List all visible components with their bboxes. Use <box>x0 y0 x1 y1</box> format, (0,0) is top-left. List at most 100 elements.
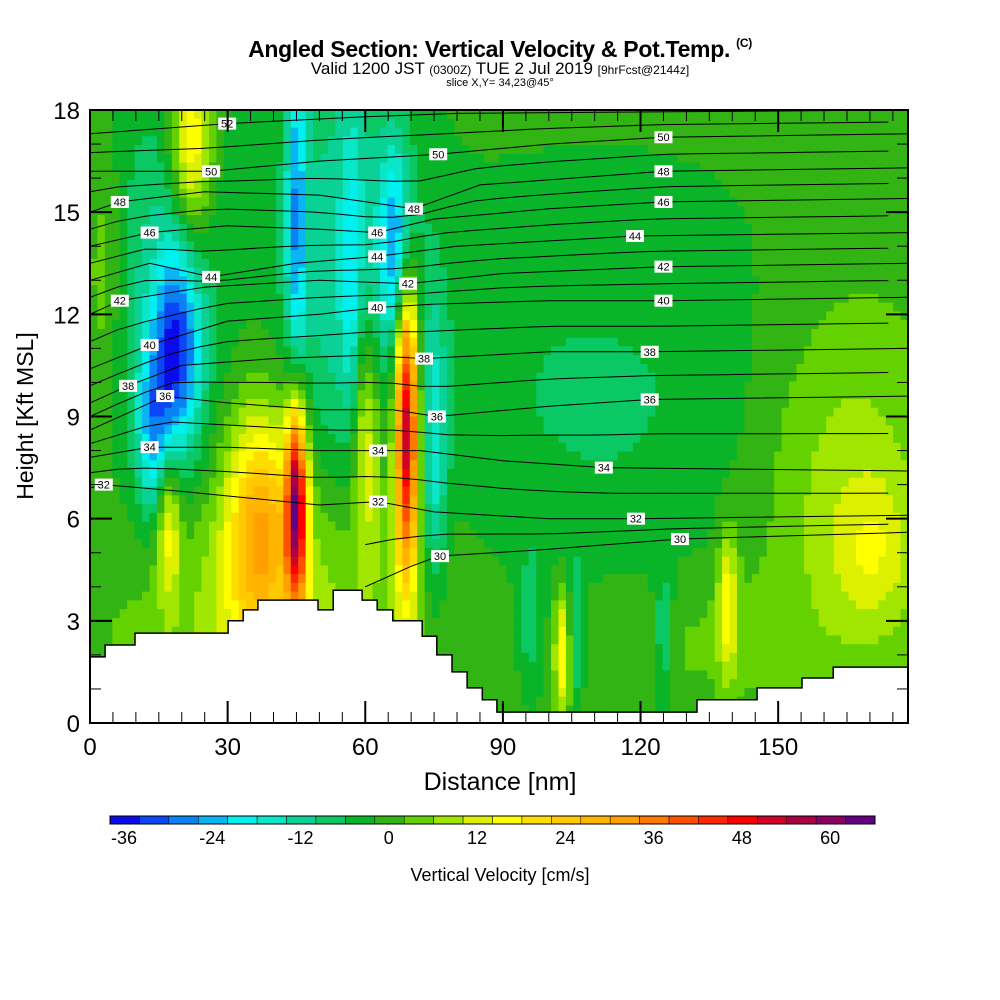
field-cell <box>833 145 842 155</box>
field-cell <box>424 495 433 505</box>
field-cell <box>833 442 842 453</box>
field-cell <box>640 258 649 269</box>
field-cell <box>171 363 180 374</box>
field-cell <box>870 372 879 383</box>
field-cell <box>640 285 649 295</box>
field-cell <box>380 311 389 321</box>
field-cell <box>684 425 693 435</box>
field-cell <box>789 477 798 488</box>
field-cell <box>506 337 515 348</box>
field-cell <box>521 180 530 190</box>
field-cell <box>298 302 307 313</box>
field-cell <box>394 486 403 496</box>
field-cell <box>536 328 545 339</box>
field-cell <box>855 328 864 339</box>
field-cell <box>744 197 753 207</box>
field-cell <box>588 328 597 339</box>
field-cell <box>357 162 366 172</box>
field-cell <box>275 276 284 286</box>
field-cell <box>372 180 381 190</box>
field-cell <box>268 504 277 514</box>
field-cell <box>744 363 753 374</box>
field-cell <box>885 311 894 321</box>
field-cell <box>261 267 270 277</box>
field-cell <box>729 442 738 453</box>
field-cell <box>774 311 783 321</box>
field-cell <box>647 276 656 286</box>
field-cell <box>275 346 284 356</box>
field-cell <box>469 162 478 172</box>
field-cell <box>439 162 448 172</box>
field-cell <box>707 390 716 400</box>
field-cell <box>469 180 478 190</box>
field-cell <box>275 223 284 234</box>
field-cell <box>97 285 106 295</box>
field-cell <box>610 276 619 286</box>
field-cell <box>595 328 604 339</box>
field-cell <box>833 232 842 242</box>
vertical-velocity-field <box>90 110 909 724</box>
field-cell <box>432 180 441 190</box>
field-cell <box>736 337 745 348</box>
field-cell <box>558 162 567 172</box>
field-cell <box>313 232 322 242</box>
field-cell <box>223 407 232 418</box>
field-cell <box>855 311 864 321</box>
field-cell <box>736 346 745 356</box>
field-cell <box>97 127 106 137</box>
field-cell <box>476 197 485 207</box>
field-cell <box>803 337 812 348</box>
field-cell <box>580 127 589 137</box>
field-cell <box>491 416 500 426</box>
field-cell <box>469 110 478 120</box>
field-cell <box>543 267 552 277</box>
field-cell <box>208 110 218 120</box>
field-cell <box>625 337 634 348</box>
field-cell <box>647 285 656 295</box>
field-cell <box>223 425 232 435</box>
field-cell <box>595 381 604 391</box>
field-cell <box>164 276 173 286</box>
field-cell <box>774 477 783 488</box>
field-cell <box>372 460 381 470</box>
field-cell <box>164 469 173 479</box>
field-cell <box>476 110 485 120</box>
field-cell <box>781 442 790 453</box>
field-cell <box>231 232 240 242</box>
field-cell <box>818 372 827 383</box>
field-cell <box>432 460 441 470</box>
field-cell <box>432 398 441 409</box>
field-cell <box>320 145 329 155</box>
field-cell <box>439 363 448 374</box>
field-cell <box>171 197 180 207</box>
field-cell <box>759 425 768 435</box>
field-cell <box>208 153 218 164</box>
field-cell <box>208 346 218 356</box>
field-cell <box>424 311 433 321</box>
field-cell <box>305 127 314 137</box>
field-cell <box>632 416 641 426</box>
field-cell <box>142 302 151 313</box>
field-cell <box>104 355 113 365</box>
field-cell <box>350 276 359 286</box>
field-cell <box>320 337 329 348</box>
field-cell <box>789 232 798 242</box>
field-cell <box>870 241 879 251</box>
field-cell <box>142 293 151 304</box>
field-cell <box>216 171 225 181</box>
field-cell <box>484 153 493 164</box>
field-cell <box>208 355 218 365</box>
field-cell <box>402 337 411 348</box>
field-cell <box>603 197 612 207</box>
field-cell <box>677 477 686 488</box>
field-cell <box>320 136 329 146</box>
field-cell <box>484 363 493 374</box>
field-cell <box>446 328 455 339</box>
field-cell <box>595 346 604 356</box>
field-cell <box>528 477 537 488</box>
field-cell <box>112 311 121 321</box>
field-cell <box>803 223 812 234</box>
field-cell <box>870 416 879 426</box>
field-cell <box>781 241 790 251</box>
field-cell <box>722 460 731 470</box>
